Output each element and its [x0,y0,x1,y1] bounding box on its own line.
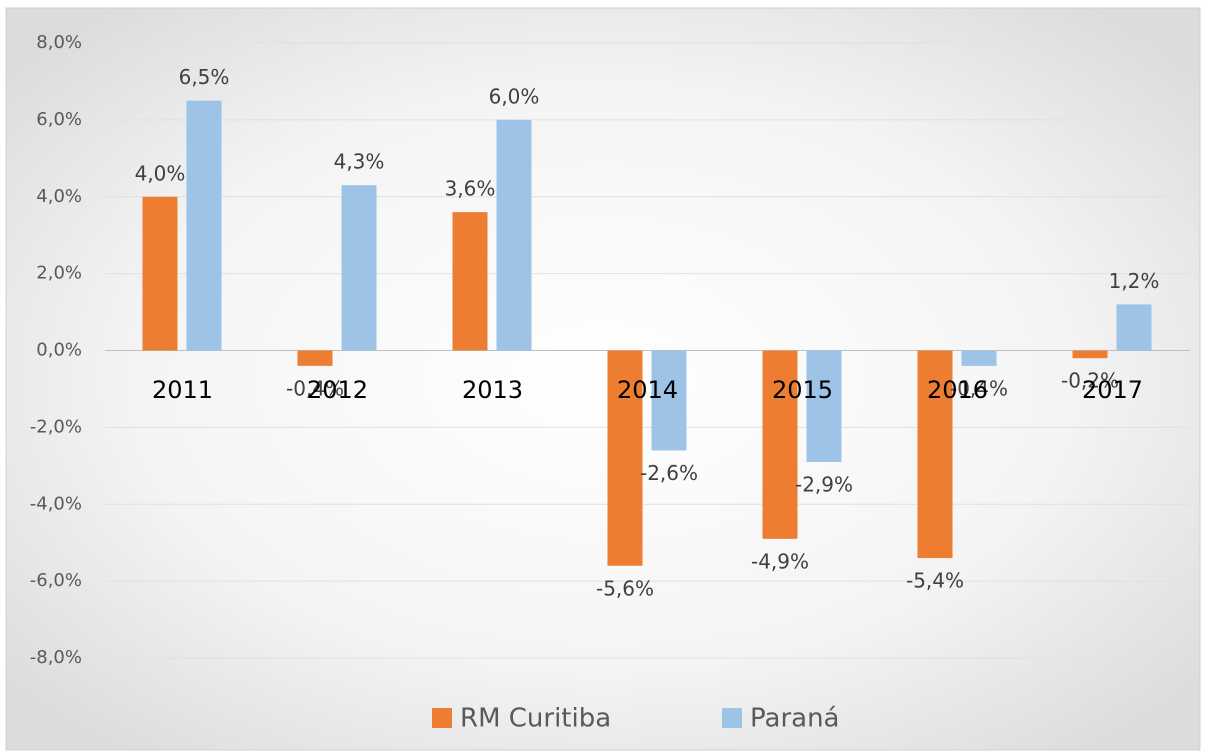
bar [341,185,377,351]
data-label: -4,9% [751,549,809,573]
bar [142,196,178,351]
bar [496,119,532,351]
bar [961,350,997,366]
bar [1072,350,1108,359]
bar [1116,304,1152,351]
data-label: -2,6% [640,461,698,485]
x-tick-label: 2017 [1082,376,1143,404]
y-tick-label: -8,0% [30,647,82,668]
data-label: -0,2% [1061,369,1119,393]
y-tick-label: -4,0% [30,493,82,514]
legend-swatch [722,708,742,728]
x-tick-label: 2013 [462,376,523,404]
bar [297,350,333,366]
data-label: 4,0% [135,161,186,185]
x-tick-label: 2016 [927,376,988,404]
y-tick-label: 8,0% [36,32,82,53]
data-label: -0,4% [286,376,344,400]
bar [806,350,842,462]
legend-label: Paraná [750,704,839,734]
y-tick-label: 6,0% [36,109,82,130]
bar [651,350,687,451]
bar [762,350,798,539]
y-tick-label: -6,0% [30,570,82,591]
y-tick-label: 2,0% [36,263,82,284]
x-tick-label: 2012 [307,376,368,404]
data-label: 6,0% [489,84,540,108]
data-label: 1,2% [1109,269,1160,293]
x-tick-label: 2011 [152,376,213,404]
data-label: -0,4% [950,376,1008,400]
x-tick-label: 2014 [617,376,678,404]
data-label: -2,9% [795,472,853,496]
bar [186,100,222,351]
data-label: 6,5% [179,65,230,89]
legend-label: RM Curitiba [460,704,611,734]
bar [607,350,643,566]
data-label: -5,4% [906,569,964,593]
data-label: -5,6% [596,576,654,600]
bar [917,350,953,559]
y-tick-label: 4,0% [36,186,82,207]
data-label: 4,3% [334,150,385,174]
bar [452,212,488,351]
data-label: 3,6% [445,177,496,201]
x-tick-label: 2015 [772,376,833,404]
legend-swatch [432,708,452,728]
y-tick-label: 0,0% [36,340,82,361]
y-tick-label: -2,0% [30,416,82,437]
